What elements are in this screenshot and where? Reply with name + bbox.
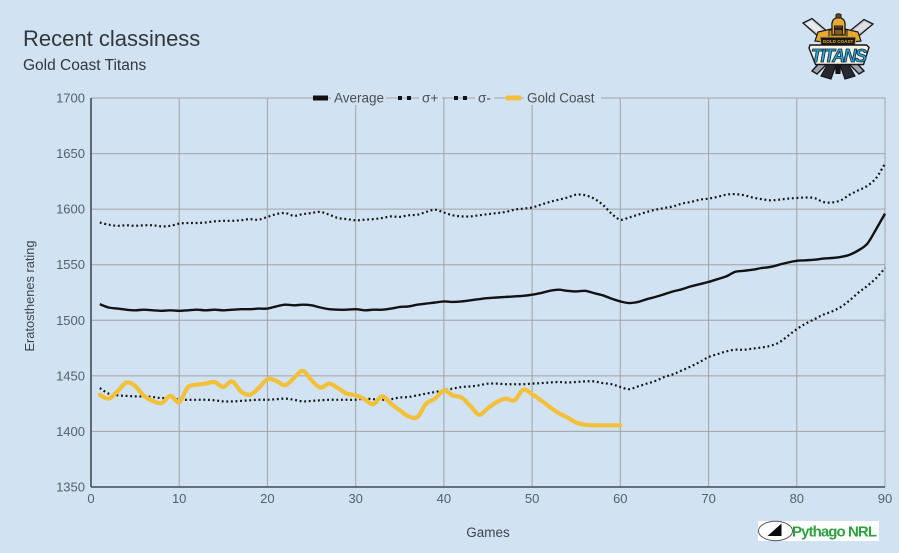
svg-text:40: 40 — [437, 491, 451, 506]
svg-text:Recent classiness: Recent classiness — [23, 26, 200, 51]
svg-text:1700: 1700 — [56, 91, 85, 106]
svg-text:1650: 1650 — [56, 146, 85, 161]
svg-text:1500: 1500 — [56, 313, 85, 328]
svg-text:1400: 1400 — [56, 424, 85, 439]
svg-text:σ-: σ- — [478, 91, 491, 106]
svg-text:Pythago NRL: Pythago NRL — [792, 524, 877, 541]
svg-text:50: 50 — [525, 491, 539, 506]
svg-text:1350: 1350 — [56, 480, 85, 495]
svg-text:10: 10 — [172, 491, 186, 506]
svg-text:80: 80 — [790, 491, 804, 506]
svg-text:Gold Coast Titans: Gold Coast Titans — [23, 57, 146, 74]
svg-text:Gold Coast: Gold Coast — [527, 91, 595, 106]
svg-text:0: 0 — [87, 491, 94, 506]
svg-text:Eratosthenes rating: Eratosthenes rating — [22, 241, 37, 352]
svg-text:Games: Games — [466, 525, 510, 540]
svg-text:σ+: σ+ — [422, 91, 438, 106]
svg-text:1600: 1600 — [56, 202, 85, 217]
svg-text:30: 30 — [348, 491, 362, 506]
svg-text:TITANS: TITANS — [811, 46, 867, 66]
svg-text:70: 70 — [701, 491, 715, 506]
svg-text:GOLD COAST: GOLD COAST — [823, 39, 854, 44]
svg-text:60: 60 — [613, 491, 627, 506]
svg-text:Average: Average — [334, 91, 384, 106]
svg-text:1450: 1450 — [56, 368, 85, 383]
svg-text:1550: 1550 — [56, 257, 85, 272]
svg-text:90: 90 — [878, 491, 892, 506]
svg-text:20: 20 — [260, 491, 274, 506]
